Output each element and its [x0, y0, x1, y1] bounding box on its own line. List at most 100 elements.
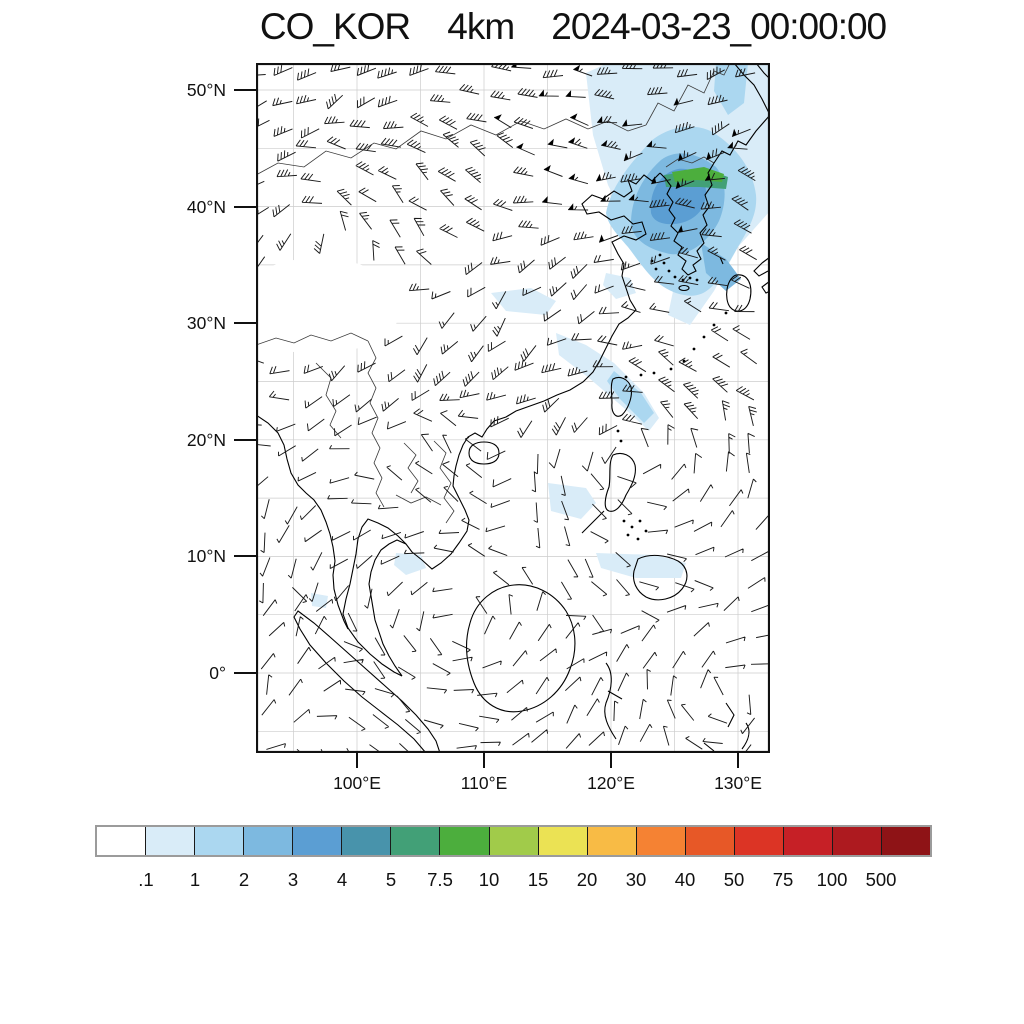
island-dot [692, 347, 696, 351]
island-dot [626, 533, 630, 537]
colorbar-cell [586, 827, 636, 855]
island-dot [619, 439, 623, 443]
coastline-moluccas [725, 702, 735, 728]
colorbar-cell [537, 827, 587, 855]
lat-tick-label: 30°N [186, 313, 226, 333]
colorbar-tick-label: .1 [138, 869, 154, 890]
island-dot [622, 519, 626, 523]
colorbar-tick-label: 500 [865, 869, 897, 890]
colorbar-cell [733, 827, 783, 855]
coastline-sulawesi-arm [607, 690, 623, 700]
coastline-mindanao [632, 554, 688, 601]
map-frame [256, 63, 770, 753]
colorbar-tick-label: 10 [478, 869, 500, 890]
colorbar-tick-label: 3 [287, 869, 299, 890]
island-dot [639, 373, 643, 377]
colorbar-cell [488, 827, 538, 855]
coastline-primorye [713, 114, 770, 164]
co-shading-light-philippine-sea [596, 553, 686, 578]
island-dot [662, 261, 666, 265]
colorbar-tick-label: 1 [189, 869, 201, 890]
co-shading-light-andaman [311, 593, 328, 608]
coastlines [256, 63, 770, 753]
coastline-bay-of-bengal [256, 414, 349, 630]
lat-tick [234, 555, 256, 557]
lat-tick [234, 206, 256, 208]
co-plume-core [672, 167, 724, 182]
lat-tick [234, 439, 256, 441]
island-dot [669, 367, 673, 371]
colorbar-cell [782, 827, 832, 855]
colorbar-cell [439, 827, 489, 855]
coastline-kyushu [726, 274, 752, 312]
colorbar-tick-label: 4 [336, 869, 348, 890]
colorbar-cell [390, 827, 440, 855]
island-dot [667, 269, 671, 273]
coastline-korea [659, 162, 715, 276]
co-shading-light-indochina [394, 553, 426, 575]
lat-tick-label: 50°N [186, 80, 226, 100]
island-dot [638, 519, 642, 523]
island-dot [616, 429, 620, 433]
lon-tick-label: 120°E [587, 773, 635, 793]
no-data-mask-tibet [256, 258, 402, 354]
coastline-hainan [468, 441, 500, 465]
lon-tick [356, 753, 358, 768]
coastline-honshu [753, 256, 770, 277]
coastline-sumatra [293, 610, 441, 753]
lon-tick-label: 110°E [460, 773, 508, 793]
colorbar-cell [881, 827, 931, 855]
island-dot [624, 375, 628, 379]
colorbar-tick-label: 20 [576, 869, 598, 890]
colorbar-tick-label: 15 [527, 869, 549, 890]
island-dot [630, 525, 634, 529]
colorbar-tick-label: 2 [238, 869, 250, 890]
wind-barb-layer [256, 63, 770, 753]
colorbar-cell [635, 827, 685, 855]
co-shading-light-central-china [491, 288, 556, 315]
colorbar-cell [243, 827, 293, 855]
coastline-borneo [465, 584, 576, 713]
coastline-tsushima [719, 256, 724, 265]
colorbar-cell [97, 827, 146, 855]
coastline-sulawesi [604, 662, 617, 740]
colorbar-tick-label: 40 [674, 869, 696, 890]
lat-tick [234, 672, 256, 674]
lon-tick [737, 753, 739, 768]
colorbar-tick-label: 7.5 [427, 869, 453, 890]
co-shading-light-yellow-sea [603, 273, 636, 299]
lon-tick-label: 100°E [333, 773, 381, 793]
lat-tick-label: 20°N [186, 430, 226, 450]
island-dot [673, 275, 677, 279]
coastline-mainland-asia [342, 172, 661, 677]
national-borders [256, 63, 731, 524]
coastline-jeju [678, 284, 690, 292]
island-dot [724, 311, 728, 315]
colorbar-tick-label: 5 [385, 869, 397, 890]
colorbar-tick-label: 100 [816, 869, 848, 890]
colorbar-cell [831, 827, 881, 855]
co-shading-light-luzon-strait [548, 483, 596, 519]
island-dot [702, 335, 706, 339]
colorbar [95, 825, 932, 857]
lat-tick [234, 89, 256, 91]
colorbar-tick-label: 75 [772, 869, 794, 890]
lat-tick-label: 0° [209, 663, 226, 683]
colorbar-tick-label: 50 [723, 869, 745, 890]
island-dot [636, 537, 640, 541]
lon-tick [483, 753, 485, 768]
lat-tick-label: 10°N [186, 546, 226, 566]
island-dot [688, 276, 692, 280]
map-panel: 50°N 40°N 30°N 20°N 10°N 0° 100°E 110°E 120°E 13… [187, 63, 770, 793]
island-dot [644, 529, 648, 533]
colorbar-cell [194, 827, 244, 855]
wind-barbs [256, 63, 770, 753]
coastline-halmahera [741, 722, 750, 750]
plot-title: CO_KOR 4km 2024-03-23_00:00:00 [259, 6, 887, 47]
island-dot [652, 371, 656, 375]
island-dot [695, 278, 699, 282]
lon-tick-label: 130°E [714, 773, 762, 793]
island-dot [712, 323, 716, 327]
colorbar-cell [145, 827, 195, 855]
